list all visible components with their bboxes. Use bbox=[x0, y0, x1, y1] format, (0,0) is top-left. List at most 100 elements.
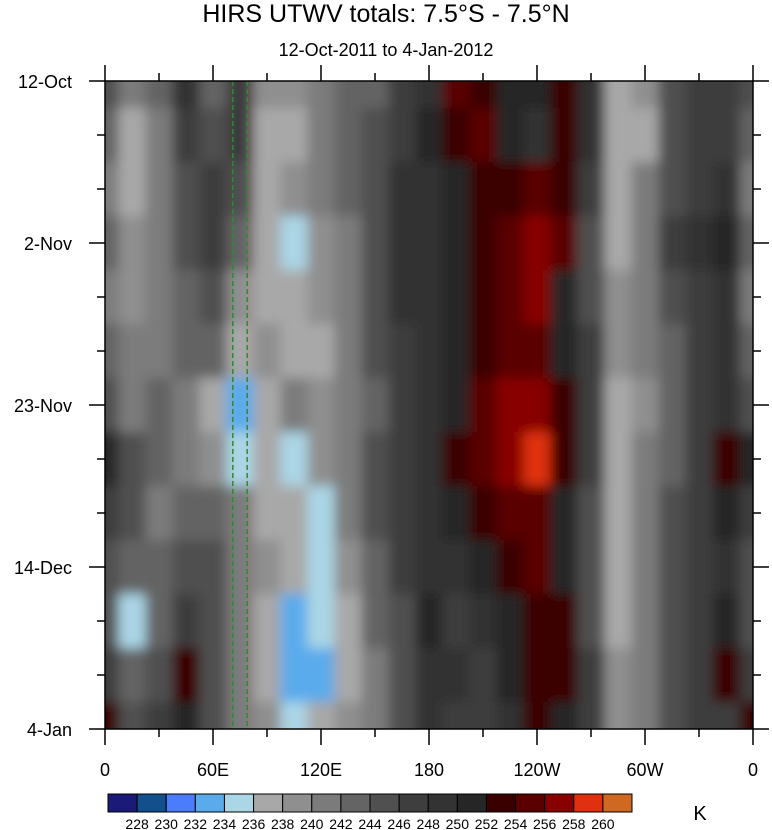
heatmap-cell bbox=[199, 108, 227, 163]
heatmap-cell bbox=[253, 216, 281, 271]
heatmap-cell bbox=[105, 540, 119, 595]
colorbar-box bbox=[573, 793, 604, 813]
heatmap-cell-wrap bbox=[739, 432, 753, 486]
heatmap-cell bbox=[334, 216, 362, 271]
heatmap-cell bbox=[523, 81, 551, 109]
heatmap-cell bbox=[361, 378, 389, 433]
colorbar-label: 258 bbox=[562, 816, 586, 830]
heatmap-cell bbox=[415, 108, 443, 163]
heatmap-cell bbox=[496, 270, 524, 325]
heatmap-cell bbox=[334, 648, 362, 703]
heatmap-cell bbox=[334, 540, 362, 595]
colorbar-label: 260 bbox=[591, 816, 615, 830]
heatmap-cell bbox=[199, 216, 227, 271]
heatmap-cell bbox=[172, 702, 200, 729]
colorbar-box bbox=[602, 793, 633, 813]
heatmap-cell bbox=[226, 324, 254, 379]
heatmap-cell bbox=[307, 486, 335, 541]
colorbar-label: 240 bbox=[300, 816, 324, 830]
heatmap-cell bbox=[361, 324, 389, 379]
colorbar-box bbox=[456, 793, 487, 813]
heatmap-cell bbox=[685, 108, 713, 163]
heatmap-cell bbox=[334, 162, 362, 217]
heatmap-cell bbox=[105, 486, 119, 541]
heatmap-cell bbox=[334, 378, 362, 433]
heatmap-cell bbox=[118, 108, 146, 163]
heatmap-cell bbox=[496, 432, 524, 487]
heatmap-cell bbox=[658, 108, 686, 163]
colorbar-box bbox=[485, 793, 517, 813]
chart-title: HIRS UTWV totals: 7.5°S - 7.5°N bbox=[202, 0, 570, 28]
heatmap-cell bbox=[280, 648, 308, 703]
heatmap-cell bbox=[577, 81, 605, 109]
heatmap-cell bbox=[469, 270, 497, 325]
colorbar-label: 242 bbox=[329, 816, 353, 830]
heatmap-cell bbox=[631, 270, 659, 325]
heatmap-cell bbox=[658, 648, 686, 703]
heatmap-cell bbox=[105, 108, 119, 163]
heatmap-cell bbox=[469, 162, 497, 217]
heatmap-cell bbox=[280, 81, 308, 109]
heatmap-cell bbox=[172, 432, 200, 487]
heatmap-cell bbox=[334, 432, 362, 487]
heatmap-cell bbox=[118, 432, 146, 487]
heatmap-cell bbox=[577, 702, 605, 729]
heatmap-cell bbox=[307, 702, 335, 729]
heatmap-cell bbox=[145, 324, 173, 379]
heatmap-cell-wrap bbox=[739, 702, 753, 729]
heatmap-cell-wrap bbox=[739, 540, 753, 594]
heatmap-cell bbox=[105, 162, 119, 217]
heatmap-cell bbox=[550, 81, 578, 109]
heatmap-cell bbox=[145, 162, 173, 217]
heatmap-cell bbox=[550, 648, 578, 703]
heatmap-cell bbox=[469, 540, 497, 595]
heatmap-cell bbox=[172, 108, 200, 163]
heatmap-cell bbox=[253, 108, 281, 163]
heatmap-cell-wrap bbox=[739, 486, 753, 540]
colorbar-box bbox=[223, 793, 255, 813]
heatmap-cell bbox=[361, 702, 389, 729]
heatmap-cell bbox=[577, 162, 605, 217]
heatmap-cell bbox=[253, 702, 281, 729]
heatmap-cell bbox=[658, 594, 686, 649]
heatmap-cell bbox=[172, 540, 200, 595]
heatmap-cell bbox=[388, 594, 416, 649]
heatmap-cell bbox=[334, 270, 362, 325]
heatmap-cell bbox=[415, 648, 443, 703]
heatmap-cell bbox=[145, 486, 173, 541]
heatmap-cell bbox=[442, 432, 470, 487]
heatmap-cell bbox=[361, 432, 389, 487]
heatmap-cell bbox=[415, 432, 443, 487]
heatmap-cell bbox=[712, 702, 740, 729]
heatmap-cell bbox=[361, 81, 389, 109]
heatmap-cell bbox=[199, 486, 227, 541]
heatmap-cell bbox=[550, 540, 578, 595]
heatmap-cell bbox=[658, 702, 686, 729]
heatmap-cell bbox=[496, 540, 524, 595]
heatmap-cell bbox=[631, 702, 659, 729]
heatmap-cell bbox=[658, 81, 686, 109]
heatmap-cell bbox=[334, 594, 362, 649]
heatmap-cell bbox=[253, 432, 281, 487]
heatmap-cell bbox=[550, 594, 578, 649]
heatmap-cell bbox=[442, 594, 470, 649]
heatmap-cell-wrap bbox=[739, 648, 753, 702]
heatmap-cell bbox=[712, 648, 740, 703]
colorbar-label: 230 bbox=[155, 816, 179, 830]
units-label: K bbox=[693, 803, 707, 825]
heatmap-cell bbox=[280, 108, 308, 163]
heatmap-cell bbox=[118, 648, 146, 703]
colorbar-label: 244 bbox=[358, 816, 382, 830]
heatmap-cell bbox=[415, 486, 443, 541]
heatmap-cell bbox=[253, 378, 281, 433]
heatmap-cell bbox=[550, 270, 578, 325]
heatmap-cell bbox=[145, 270, 173, 325]
colorbar-label: 234 bbox=[213, 816, 237, 830]
heatmap-cell bbox=[577, 486, 605, 541]
heatmap-cell bbox=[388, 378, 416, 433]
heatmap-cell bbox=[199, 378, 227, 433]
heatmap-cell bbox=[550, 378, 578, 433]
heatmap-cell bbox=[280, 486, 308, 541]
